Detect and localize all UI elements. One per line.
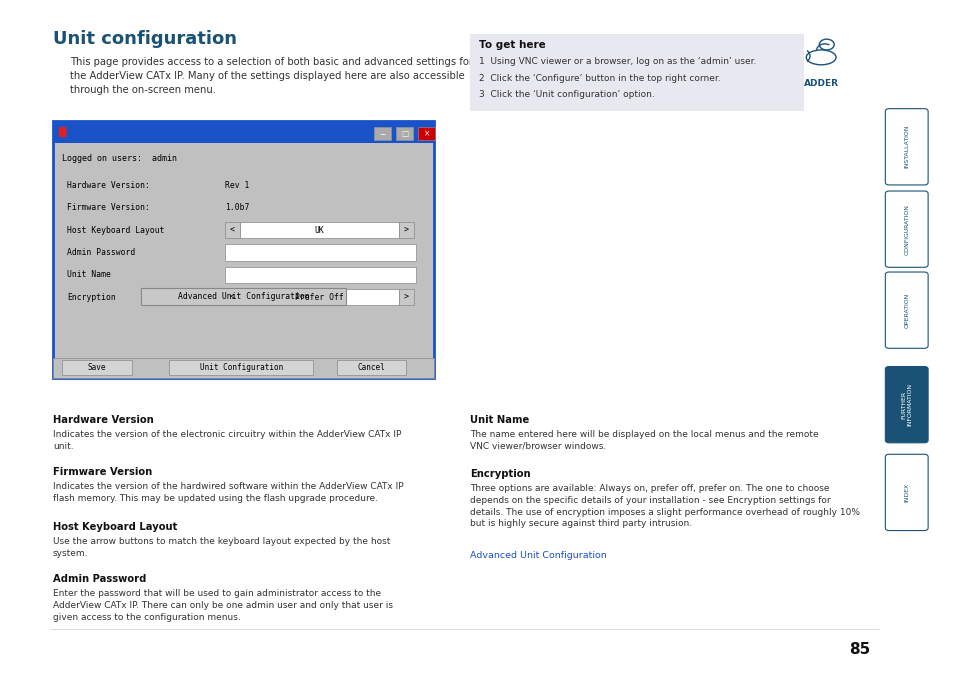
Text: █: █ <box>58 127 66 138</box>
Bar <box>240 222 398 238</box>
Text: Three options are available: Always on, prefer off, prefer on. The one to choose: Three options are available: Always on, … <box>469 484 859 529</box>
Text: ─: ─ <box>379 129 384 138</box>
Text: INSTALLATION: INSTALLATION <box>903 125 908 169</box>
Text: 3  Click the ‘Unit configuration’ option.: 3 Click the ‘Unit configuration’ option. <box>478 90 654 99</box>
FancyBboxPatch shape <box>884 191 927 267</box>
Bar <box>53 122 434 143</box>
Text: FURTHER
INFORMATION: FURTHER INFORMATION <box>901 383 911 426</box>
Text: Admin Password: Admin Password <box>53 574 146 585</box>
FancyBboxPatch shape <box>884 454 927 531</box>
Text: Logged on users:  admin: Logged on users: admin <box>62 154 177 163</box>
Text: >: > <box>403 225 409 235</box>
Text: ADDER: ADDER <box>802 79 838 88</box>
Bar <box>53 122 434 378</box>
Bar <box>418 127 435 140</box>
Bar <box>240 289 398 305</box>
Text: Unit Name: Unit Name <box>469 415 528 425</box>
Text: 1.0b7: 1.0b7 <box>225 203 249 213</box>
Text: CONFIGURATION: CONFIGURATION <box>903 204 908 254</box>
Bar <box>374 127 390 140</box>
FancyBboxPatch shape <box>884 272 927 348</box>
Text: Use the arrow buttons to match the keyboard layout expected by the host
system.: Use the arrow buttons to match the keybo… <box>53 537 390 558</box>
Text: OPERATION: OPERATION <box>903 292 908 328</box>
Text: Admin Password: Admin Password <box>67 248 135 257</box>
Text: >: > <box>403 292 409 302</box>
Text: Unit configuration: Unit configuration <box>53 30 236 49</box>
Bar <box>225 244 416 261</box>
FancyBboxPatch shape <box>884 109 927 185</box>
Text: UK: UK <box>314 225 324 235</box>
Bar <box>469 34 803 111</box>
Text: Advanced Unit Configuration: Advanced Unit Configuration <box>469 551 606 560</box>
Text: Firmware Version: Firmware Version <box>53 467 152 477</box>
Text: <: < <box>230 225 234 235</box>
Text: Unit Configuration: Unit Configuration <box>199 363 283 373</box>
Text: Host Keyboard Layout: Host Keyboard Layout <box>53 522 177 533</box>
Text: Hardware Version:: Hardware Version: <box>67 181 150 190</box>
Text: Host Keyboard Layout: Host Keyboard Layout <box>67 225 164 235</box>
FancyBboxPatch shape <box>884 367 927 443</box>
Text: Prefer Off: Prefer Off <box>294 292 343 302</box>
Text: Unit Name: Unit Name <box>67 270 111 279</box>
Bar <box>225 267 416 283</box>
Text: This page provides access to a selection of both basic and advanced settings for: This page provides access to a selection… <box>70 57 473 95</box>
Text: Encryption: Encryption <box>67 292 115 302</box>
Text: To get here: To get here <box>478 40 545 51</box>
Text: 2  Click the ‘Configure’ button in the top right corner.: 2 Click the ‘Configure’ button in the to… <box>478 74 720 82</box>
Text: 85: 85 <box>849 642 870 657</box>
Text: INDEX: INDEX <box>903 483 908 502</box>
Text: Rev 1: Rev 1 <box>225 181 249 190</box>
Text: The name entered here will be displayed on the local menus and the remote
VNC vi: The name entered here will be displayed … <box>469 430 818 451</box>
Text: Firmware Version:: Firmware Version: <box>67 203 150 213</box>
Text: Hardware Version: Hardware Version <box>53 415 153 425</box>
Text: Cancel: Cancel <box>357 363 385 373</box>
Bar <box>62 360 132 375</box>
Text: <: < <box>230 292 234 302</box>
Bar <box>398 222 414 238</box>
Bar <box>141 288 346 305</box>
Text: Advanced Unit Configuration: Advanced Unit Configuration <box>177 292 309 301</box>
Bar <box>398 289 414 305</box>
Text: 1  Using VNC viewer or a browser, log on as the ‘admin’ user.: 1 Using VNC viewer or a browser, log on … <box>478 57 756 65</box>
Text: Encryption: Encryption <box>469 469 530 479</box>
Text: □: □ <box>400 129 408 138</box>
Text: Indicates the version of the hardwired software within the AdderView CATx IP
fla: Indicates the version of the hardwired s… <box>53 482 403 503</box>
Text: Indicates the version of the electronic circuitry within the AdderView CATx IP
u: Indicates the version of the electronic … <box>53 430 401 451</box>
Bar <box>395 127 413 140</box>
Bar <box>225 289 240 305</box>
Bar <box>225 222 240 238</box>
Text: Save: Save <box>88 363 107 373</box>
Text: ×: × <box>423 129 430 138</box>
Text: Enter the password that will be used to gain administrator access to the
AdderVi: Enter the password that will be used to … <box>53 589 393 622</box>
Bar <box>336 360 406 375</box>
Bar <box>169 360 314 375</box>
Bar <box>53 358 434 378</box>
